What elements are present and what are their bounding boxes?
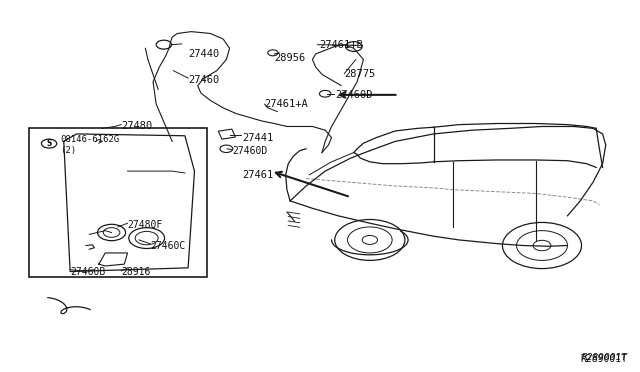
Text: 27461+A: 27461+A xyxy=(264,99,308,109)
Text: 28775: 28775 xyxy=(344,70,376,79)
Text: 27460: 27460 xyxy=(188,75,220,85)
Text: 27441: 27441 xyxy=(243,133,273,142)
Bar xyxy=(29,128,207,277)
Text: 27461+B: 27461+B xyxy=(319,40,363,49)
Text: 27480F: 27480F xyxy=(127,220,163,230)
Bar xyxy=(218,129,236,139)
Text: 27461: 27461 xyxy=(243,170,273,180)
Text: R289001T: R289001T xyxy=(580,354,627,364)
Text: 27480: 27480 xyxy=(121,122,152,131)
Text: 28956: 28956 xyxy=(274,53,305,62)
Text: 27440: 27440 xyxy=(188,49,220,59)
Text: 27460D: 27460D xyxy=(335,90,372,100)
Text: S: S xyxy=(47,139,52,148)
Text: 08146-6162G
(2): 08146-6162G (2) xyxy=(61,135,120,155)
Text: 27460B: 27460B xyxy=(70,267,106,276)
Text: 27460C: 27460C xyxy=(150,241,185,250)
Text: 28916: 28916 xyxy=(121,267,150,276)
Text: 27460D: 27460D xyxy=(233,146,268,155)
Text: R289001T: R289001T xyxy=(582,353,628,362)
